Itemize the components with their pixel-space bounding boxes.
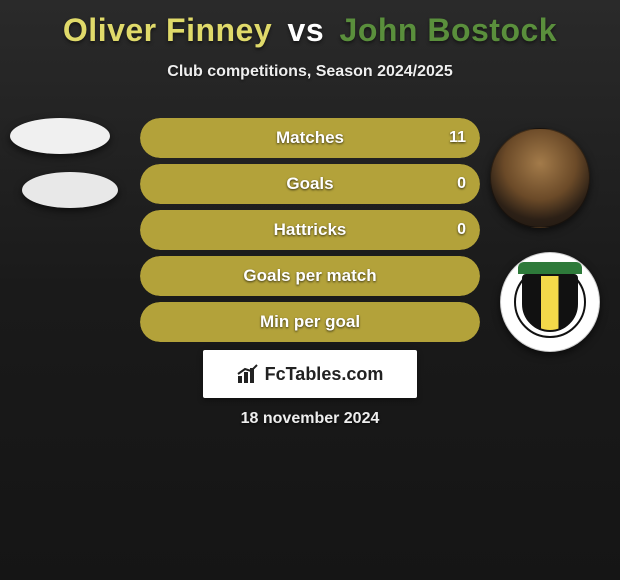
- stat-bar: Goals0: [140, 164, 480, 204]
- bar-chart-icon: [237, 364, 259, 384]
- stat-label: Hattricks: [140, 210, 480, 250]
- stat-value-right: 0: [457, 210, 466, 250]
- stat-value-right: 0: [457, 164, 466, 204]
- stat-row: Goals0: [0, 164, 620, 204]
- stat-label: Matches: [140, 118, 480, 158]
- stat-row: Min per goal: [0, 302, 620, 342]
- source-logo: FcTables.com: [203, 350, 417, 398]
- stat-bar: Min per goal: [140, 302, 480, 342]
- subtitle: Club competitions, Season 2024/2025: [0, 63, 620, 81]
- date-label: 18 november 2024: [0, 410, 620, 428]
- stat-label: Goals: [140, 164, 480, 204]
- page-title: Oliver Finney vs John Bostock: [0, 0, 620, 49]
- stat-bar: Hattricks0: [140, 210, 480, 250]
- stat-row: Goals per match: [0, 256, 620, 296]
- stat-bar: Matches11: [140, 118, 480, 158]
- vs-text: vs: [282, 12, 331, 48]
- player2-name: John Bostock: [340, 12, 558, 48]
- stat-value-right: 11: [449, 118, 466, 158]
- stat-row: Hattricks0: [0, 210, 620, 250]
- stat-label: Goals per match: [140, 256, 480, 296]
- stat-label: Min per goal: [140, 302, 480, 342]
- player1-name: Oliver Finney: [63, 12, 272, 48]
- stats-container: Matches11Goals0Hattricks0Goals per match…: [0, 118, 620, 348]
- stat-bar: Goals per match: [140, 256, 480, 296]
- source-logo-text: FcTables.com: [265, 364, 384, 385]
- stat-row: Matches11: [0, 118, 620, 158]
